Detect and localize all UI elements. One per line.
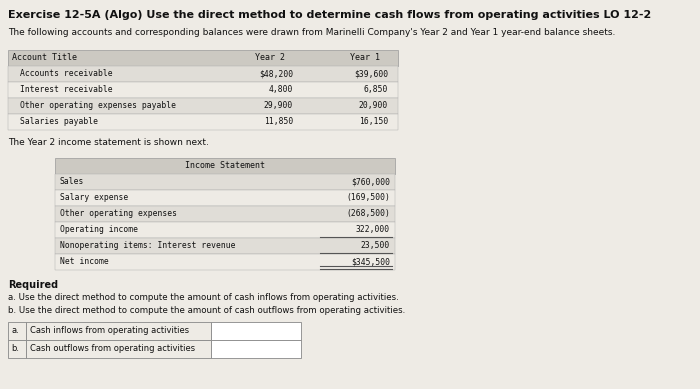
Bar — [55, 206, 395, 222]
Bar — [8, 50, 398, 66]
Text: Sales: Sales — [60, 177, 85, 186]
Text: b. Use the direct method to compute the amount of cash outflows from operating a: b. Use the direct method to compute the … — [8, 306, 405, 315]
Text: Net income: Net income — [60, 257, 108, 266]
Text: 23,500: 23,500 — [360, 241, 390, 250]
Text: Other operating expenses: Other operating expenses — [60, 209, 177, 218]
Bar — [8, 98, 398, 114]
Text: $760,000: $760,000 — [351, 177, 390, 186]
Text: Year 1: Year 1 — [350, 53, 380, 62]
Text: b.: b. — [11, 344, 19, 353]
Text: 29,900: 29,900 — [264, 101, 293, 110]
Text: $345,500: $345,500 — [351, 257, 390, 266]
Text: Required: Required — [8, 280, 58, 290]
Text: Year 2: Year 2 — [255, 53, 285, 62]
Bar — [8, 66, 398, 82]
Text: Salaries payable: Salaries payable — [20, 117, 98, 126]
Bar — [55, 254, 395, 270]
Bar — [55, 238, 395, 254]
Bar — [211, 340, 301, 358]
Bar — [8, 322, 26, 340]
Text: 6,850: 6,850 — [363, 85, 388, 94]
Text: $39,600: $39,600 — [354, 69, 388, 78]
Text: Interest receivable: Interest receivable — [20, 85, 113, 94]
Bar — [211, 322, 301, 340]
Text: Nonoperating items: Interest revenue: Nonoperating items: Interest revenue — [60, 241, 235, 250]
Text: a.: a. — [11, 326, 19, 335]
Text: Cash inflows from operating activities: Cash inflows from operating activities — [30, 326, 189, 335]
Bar — [55, 222, 395, 238]
Bar — [8, 114, 398, 130]
Bar — [8, 340, 26, 358]
Text: Exercise 12-5A (Algo) Use the direct method to determine cash flows from operati: Exercise 12-5A (Algo) Use the direct met… — [8, 10, 651, 20]
Bar — [26, 322, 211, 340]
Text: Other operating expenses payable: Other operating expenses payable — [20, 101, 176, 110]
Text: Operating income: Operating income — [60, 225, 138, 234]
Text: Income Statement: Income Statement — [185, 161, 265, 170]
Text: 11,850: 11,850 — [264, 117, 293, 126]
Text: (169,500): (169,500) — [346, 193, 390, 202]
Text: Salary expense: Salary expense — [60, 193, 128, 202]
Text: Accounts receivable: Accounts receivable — [20, 69, 113, 78]
Text: 322,000: 322,000 — [356, 225, 390, 234]
Text: 4,800: 4,800 — [269, 85, 293, 94]
Bar — [55, 158, 395, 174]
Text: Cash outflows from operating activities: Cash outflows from operating activities — [30, 344, 195, 353]
Text: a. Use the direct method to compute the amount of cash inflows from operating ac: a. Use the direct method to compute the … — [8, 293, 399, 302]
Text: The Year 2 income statement is shown next.: The Year 2 income statement is shown nex… — [8, 138, 209, 147]
Bar — [55, 174, 395, 190]
Bar — [26, 340, 211, 358]
Text: The following accounts and corresponding balances were drawn from Marinelli Comp: The following accounts and corresponding… — [8, 28, 615, 37]
Text: Account Title: Account Title — [12, 53, 77, 62]
Text: 16,150: 16,150 — [358, 117, 388, 126]
Text: $48,200: $48,200 — [259, 69, 293, 78]
Text: (268,500): (268,500) — [346, 209, 390, 218]
Bar — [55, 190, 395, 206]
Text: 20,900: 20,900 — [358, 101, 388, 110]
Bar — [8, 82, 398, 98]
